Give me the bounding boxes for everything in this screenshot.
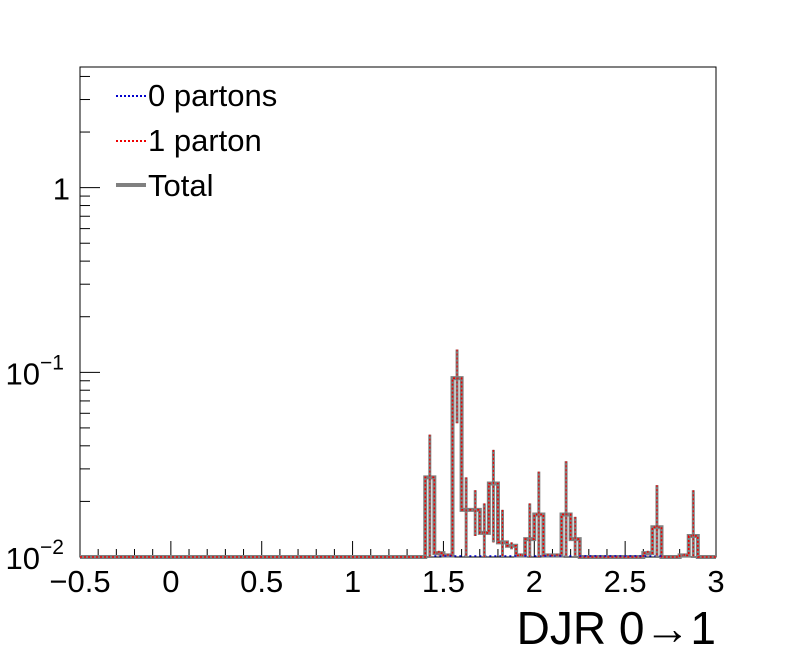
y-tick-label: 10	[6, 356, 40, 391]
x-tick-label: 0	[162, 564, 179, 599]
x-tick-label: 3	[707, 564, 724, 599]
legend-label-total: Total	[148, 168, 213, 203]
series-1-parton-step	[80, 377, 716, 558]
series-total-step	[80, 376, 716, 559]
histogram-series	[80, 349, 716, 559]
x-tick-label: 2	[526, 564, 543, 599]
legend-label-0-partons: 0 partons	[148, 78, 277, 113]
x-tick-label: −0.5	[49, 564, 110, 599]
x-tick-label: 2.5	[604, 564, 647, 599]
y-axis-ticks: 10 −210 −11	[6, 75, 100, 576]
y-tick-label-exponent: −1	[40, 351, 64, 374]
y-tick-label: 10	[6, 541, 40, 576]
legend: 0 partons 1 parton Total	[116, 78, 277, 203]
y-tick-label: 1	[53, 172, 70, 207]
legend-label-1-parton: 1 parton	[148, 123, 262, 158]
x-tick-label: 1	[344, 564, 361, 599]
x-tick-label: 0.5	[240, 564, 283, 599]
x-axis-ticks: −0.5 0 0.5 1 1.5 2 2.5 3	[49, 541, 725, 599]
x-tick-label: 1.5	[422, 564, 465, 599]
x-axis-label: DJR 0→1	[517, 602, 716, 654]
y-tick-label-exponent: −2	[40, 536, 64, 559]
